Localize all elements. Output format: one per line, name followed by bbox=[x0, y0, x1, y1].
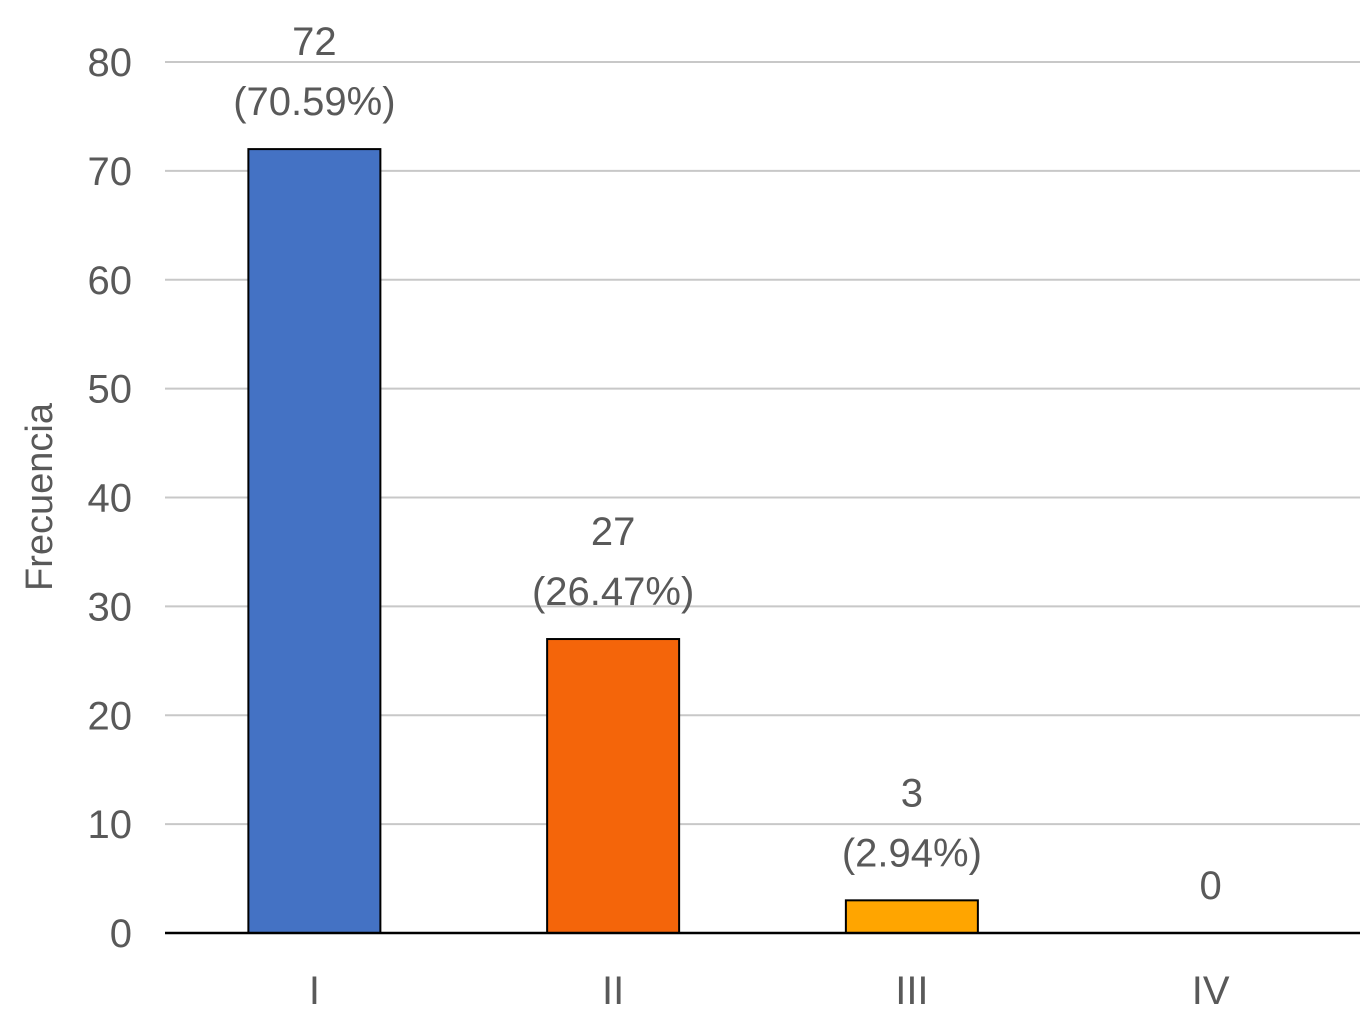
data-label-III: 3 bbox=[901, 771, 923, 815]
y-tick-label: 80 bbox=[88, 41, 133, 85]
y-tick-label: 10 bbox=[88, 803, 133, 847]
data-label-II: 27 bbox=[591, 510, 636, 554]
x-tick-label: II bbox=[602, 969, 624, 1013]
x-tick-label: IV bbox=[1192, 969, 1230, 1013]
data-label-I: (70.59%) bbox=[233, 80, 395, 124]
y-tick-label: 20 bbox=[88, 694, 133, 738]
y-tick-label: 60 bbox=[88, 259, 133, 303]
y-tick-label: 0 bbox=[110, 912, 132, 956]
data-label-II: (26.47%) bbox=[532, 570, 694, 614]
y-tick-label: 40 bbox=[88, 477, 133, 521]
data-label-I: 72 bbox=[292, 20, 337, 64]
bar-II bbox=[547, 639, 679, 933]
y-tick-label: 30 bbox=[88, 585, 133, 629]
y-tick-label: 50 bbox=[88, 368, 133, 412]
x-tick-label: I bbox=[309, 969, 320, 1013]
data-label-III: (2.94%) bbox=[842, 831, 982, 875]
x-tick-label: III bbox=[895, 969, 928, 1013]
y-axis-title: Frecuencia bbox=[19, 402, 61, 591]
data-label-IV: 0 bbox=[1200, 864, 1222, 908]
data-labels: 72 (70.59%) 27 (26.47%) 3 (2.94%) 0 bbox=[233, 20, 1222, 908]
bar-III bbox=[846, 900, 978, 933]
bar-I bbox=[248, 149, 380, 933]
y-tick-label: 70 bbox=[88, 150, 133, 194]
